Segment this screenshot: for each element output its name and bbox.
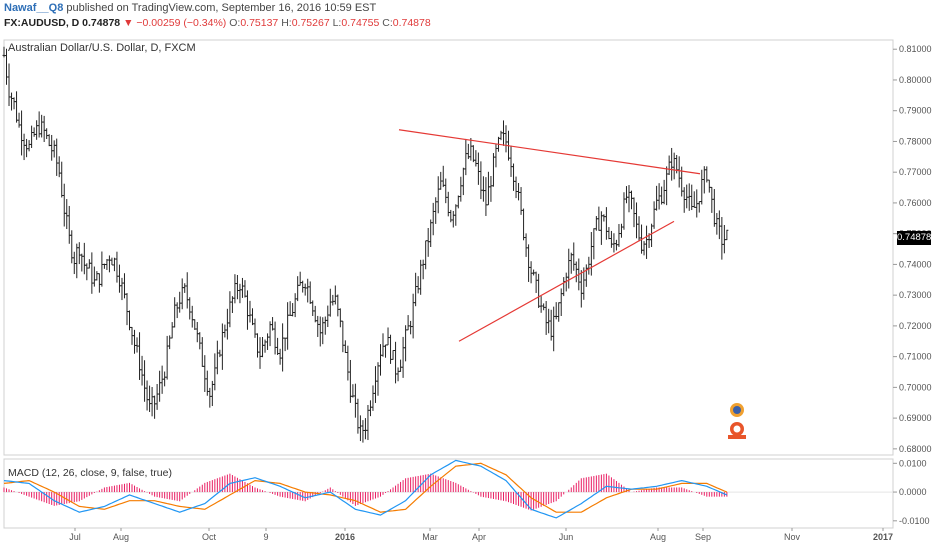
macd-line xyxy=(3,459,728,519)
time-tick-label: Apr xyxy=(472,532,486,542)
price-tick-label: 0.79000 xyxy=(899,106,932,116)
last-price: 0.74878 xyxy=(82,17,121,29)
close-label: C: xyxy=(382,17,393,29)
tradingview-badge-icon xyxy=(728,403,746,439)
high-label: H: xyxy=(281,17,292,29)
macd-histogram xyxy=(3,473,728,511)
price-tick-label: 0.70000 xyxy=(899,382,932,392)
time-tick-label: 2016 xyxy=(335,532,355,542)
price-tick-label: 0.81000 xyxy=(899,44,932,54)
macd-signal-line xyxy=(3,462,728,513)
trendlines[interactable] xyxy=(398,129,701,342)
macd-tick-label: 0.0000 xyxy=(899,487,927,497)
price-pane-border xyxy=(3,39,894,456)
down-arrow-icon: ▼ xyxy=(123,17,134,29)
time-tick-label: Mar xyxy=(422,532,438,542)
price-tick-label: 0.73000 xyxy=(899,290,932,300)
low-value: 0.74755 xyxy=(341,17,380,29)
quote-line: FX:AUDUSD, D 0.74878 ▼ −0.00259 (−0.34%)… xyxy=(4,17,431,29)
price-tick-label: 0.80000 xyxy=(899,75,932,85)
time-tick-label: Jun xyxy=(559,532,574,542)
time-tick-label: Aug xyxy=(113,532,129,542)
price-tick-label: 0.71000 xyxy=(899,352,932,362)
axes: 0.81000 0.80000 0.79000 0.78000 0.77000 0.760… xyxy=(69,44,931,542)
time-tick-label: Aug xyxy=(650,532,666,542)
published-text: published on TradingView.com, September … xyxy=(66,2,377,14)
price-tick-label: 0.72000 xyxy=(899,321,932,331)
open-value: 0.75137 xyxy=(240,17,279,29)
price-grid xyxy=(3,39,894,529)
close-value: 0.74878 xyxy=(392,17,431,29)
time-tick-label: Nov xyxy=(784,532,801,542)
time-tick-label: Jul xyxy=(69,532,81,542)
time-tick-label: Oct xyxy=(202,532,217,542)
macd-tick-label: 0.0100 xyxy=(899,458,927,468)
macd-tick-label: -0.0100 xyxy=(899,516,930,526)
macd-pane-border xyxy=(3,458,894,529)
chart-title: Australian Dollar/U.S. Dollar, D, FXCM xyxy=(8,42,196,54)
high-value: 0.75267 xyxy=(291,17,330,29)
time-tick-label: Sep xyxy=(695,532,711,542)
publish-line: Nawaf__Q8 published on TradingView.com, … xyxy=(4,2,376,14)
ohlc-bars xyxy=(2,46,729,443)
price-tick-label: 0.74000 xyxy=(899,259,932,269)
price-tick-label: 0.78000 xyxy=(899,136,932,146)
resistance-trendline[interactable] xyxy=(398,129,701,175)
price-tick-label: 0.76000 xyxy=(899,198,932,208)
symbol-label: FX:AUDUSD, D xyxy=(4,17,80,29)
support-trendline[interactable] xyxy=(458,220,675,342)
price-tick-label: 0.69000 xyxy=(899,413,932,423)
low-label: L: xyxy=(332,17,342,29)
time-tick-label: 9 xyxy=(263,532,268,542)
price-tick-label: 0.77000 xyxy=(899,167,932,177)
time-tick-label: 2017 xyxy=(873,532,893,542)
last-price-badge: 0.74878 xyxy=(897,231,932,245)
macd-indicator-title: MACD (12, 26, close, 9, false, true) xyxy=(8,467,172,479)
price-tick-label: 0.68000 xyxy=(899,444,932,454)
price-chart[interactable]: 0.81000 0.80000 0.79000 0.78000 0.77000 0.760… xyxy=(0,38,932,550)
chart-header: Nawaf__Q8 published on TradingView.com, … xyxy=(0,0,932,38)
price-change: −0.00259 (−0.34%) xyxy=(136,17,227,29)
author-link[interactable]: Nawaf__Q8 xyxy=(4,2,64,14)
macd-lines xyxy=(3,459,728,519)
open-label: O: xyxy=(229,17,241,29)
